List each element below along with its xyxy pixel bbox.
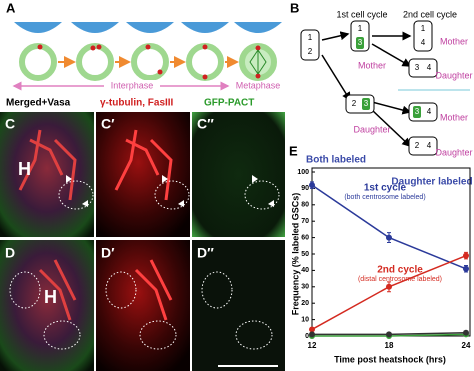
panel-label: C [5, 116, 15, 132]
centrosome-number: 4 [421, 38, 426, 47]
channel-header: γ-tubulin, FasIII [100, 98, 174, 109]
y-tick-label: 60 [301, 234, 309, 241]
centrosome-number: 4 [427, 141, 432, 150]
centrosome-number: 4 [427, 107, 432, 116]
x-tick-label: 24 [462, 341, 471, 350]
channel-header: GFP-PACT [204, 98, 254, 109]
y-tick-label: 20 [301, 300, 309, 307]
cell [413, 20, 433, 52]
cell [408, 58, 438, 78]
y-tick-label: 10 [301, 316, 309, 323]
annotation: (distal centrosome labeled) [358, 276, 442, 283]
hub-label: H [44, 287, 57, 307]
role-label: Daughter [353, 124, 390, 134]
labeled-centrosome [362, 98, 370, 110]
x-tick-label: 18 [385, 341, 394, 350]
panel-label: C′ [101, 116, 115, 132]
cell [350, 20, 370, 52]
role-label: Mother [440, 112, 468, 122]
panel-label: D″ [197, 245, 214, 261]
column-header: 2nd cell cycle [403, 9, 457, 19]
centrosome-number: 3 [364, 99, 369, 108]
cell [300, 29, 320, 61]
centrosome-number: 2 [415, 141, 420, 150]
role-label: Mother [358, 60, 386, 70]
panel-a-diagram [12, 22, 282, 91]
label-backdrop [104, 80, 160, 92]
data-point [463, 252, 469, 259]
centrosome-number: 2 [352, 99, 357, 108]
labeled-centrosome [356, 37, 364, 49]
data-point [309, 326, 315, 333]
centrosome-number: 1 [421, 24, 426, 33]
data-point [463, 329, 469, 336]
phase-label: Metaphase [236, 80, 281, 90]
data-point [386, 283, 392, 290]
labeled-centrosome [413, 106, 421, 118]
column-header: 1st cell cycle [336, 9, 387, 19]
data-point [309, 182, 315, 189]
panel-label: D′ [101, 245, 115, 261]
centrosome-number: 3 [415, 63, 420, 72]
y-tick-label: 30 [301, 284, 309, 291]
y-tick-label: 70 [301, 218, 309, 225]
centrosome-number: 3 [358, 38, 363, 47]
x-tick-label: 12 [308, 341, 317, 350]
data-point [386, 331, 392, 338]
y-tick-label: 0 [305, 333, 309, 340]
centrosome-number: 1 [358, 24, 363, 33]
panel-label: C″ [197, 116, 214, 132]
centrosome-number: 1 [308, 33, 313, 42]
outcome-label: Daughter labeled [391, 177, 472, 188]
role-label: Daughter [435, 70, 472, 80]
chart: 0 10 20 30 40 50 60 70 80 90 100 12 18 24 [297, 167, 471, 350]
data-point [309, 331, 315, 338]
annotation: 1st cycle [364, 183, 407, 194]
annotation: (both centrosome labeled) [344, 194, 425, 201]
micrographs [0, 112, 285, 371]
annotation: 2nd cycle [377, 265, 423, 276]
y-tick-label: 90 [301, 185, 309, 192]
panel-b-diagram [300, 20, 470, 156]
outcome-label: Both labeled [306, 155, 366, 166]
role-label: Daughter [435, 147, 472, 157]
data-point [463, 265, 469, 272]
y-tick-label: 100 [297, 169, 309, 176]
y-axis-label: Frequency (% labeled GSCs) [290, 193, 300, 316]
role-label: Mother [440, 36, 468, 46]
centrosome-number: 4 [427, 63, 432, 72]
panel-label: B [290, 0, 299, 15]
cell [408, 136, 438, 156]
data-point [386, 234, 392, 241]
centrosome-number: 2 [308, 47, 313, 56]
y-tick-label: 40 [301, 267, 309, 274]
panel-label: E [289, 143, 298, 158]
phase-label: Interphase [111, 80, 154, 90]
hub-label: H [18, 159, 31, 179]
y-tick-label: 50 [301, 251, 309, 258]
panel-label: A [6, 0, 16, 15]
panel-label: D [5, 245, 15, 261]
y-tick-label: 80 [301, 202, 309, 209]
centrosome-number: 3 [415, 107, 420, 116]
channel-header: Merged+Vasa [6, 98, 71, 109]
x-axis-label: Time post heatshock (hrs) [334, 354, 446, 364]
